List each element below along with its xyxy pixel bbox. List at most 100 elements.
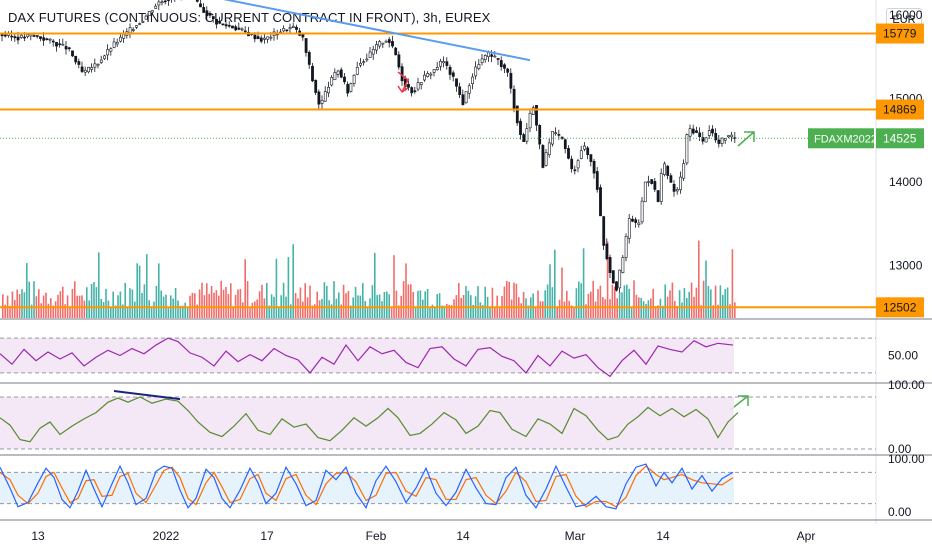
volume-bar <box>239 289 242 318</box>
candle-body <box>352 74 356 84</box>
volume-bar <box>244 259 246 318</box>
volume-bar <box>371 285 374 318</box>
level-price-tag <box>876 99 924 120</box>
candle-body <box>691 128 695 134</box>
volume-bar <box>556 307 558 318</box>
volume-bar <box>395 290 398 318</box>
volume-bar <box>378 294 381 318</box>
volume-bar <box>544 290 546 318</box>
volume-bar <box>669 290 671 318</box>
candle-body <box>80 66 84 72</box>
candle-body <box>67 47 71 50</box>
volume-bar <box>131 289 134 318</box>
volume-bar <box>484 286 486 318</box>
candle-body <box>42 37 46 41</box>
stoch-k-line <box>0 463 734 510</box>
volume-bar <box>522 291 525 318</box>
level-price-tag <box>876 297 924 318</box>
volume-bar <box>237 289 239 318</box>
volume-bar <box>642 301 645 318</box>
candle-body <box>295 26 298 30</box>
candle-body <box>48 38 52 41</box>
volume-bar <box>570 305 573 318</box>
candle-body <box>490 54 494 57</box>
volume-bar <box>422 299 424 318</box>
candle-body <box>595 171 599 190</box>
volume-bar <box>710 289 712 318</box>
candle-body <box>218 21 222 24</box>
volume-bar <box>498 307 501 318</box>
time-tick-label: 14 <box>456 529 470 543</box>
volume-bar <box>582 248 585 318</box>
candle-body <box>160 1 164 4</box>
volume-bar <box>606 241 609 318</box>
up-arrow-annotation[interactable] <box>737 131 755 147</box>
candle-body <box>355 67 359 75</box>
volume-bar <box>270 294 273 318</box>
candle-body <box>663 163 666 175</box>
volume-bar <box>494 307 496 318</box>
candle-body <box>650 179 654 184</box>
volume-bar <box>129 288 131 318</box>
candle-body <box>547 142 551 156</box>
volume-bar <box>717 304 719 318</box>
volume-bar <box>419 290 422 318</box>
candle-body <box>659 173 663 202</box>
candle-body <box>618 269 622 289</box>
candle-body <box>237 27 241 30</box>
candle-body <box>723 138 727 141</box>
candle-body <box>615 281 618 291</box>
volume-bar <box>626 284 628 318</box>
volume-bar <box>388 294 390 318</box>
volume-bar <box>659 298 662 318</box>
time-tick-label: Feb <box>366 529 387 543</box>
candle-body <box>13 36 17 39</box>
last-price-label: 14525 <box>883 131 917 145</box>
candle-body <box>525 128 529 142</box>
volume-bar <box>621 292 623 318</box>
candle-body <box>579 150 583 159</box>
volume-bar <box>405 263 407 318</box>
volume-bar <box>282 282 285 318</box>
candle-body <box>586 147 590 156</box>
candle-body <box>58 43 62 46</box>
rsi-line <box>0 337 734 378</box>
time-tick-label: Apr <box>797 529 816 543</box>
level-price-label: 12502 <box>883 300 917 314</box>
candle-body <box>557 134 561 136</box>
volume-bar <box>542 301 544 318</box>
volume-bar <box>527 305 530 318</box>
volume-bar <box>506 280 508 318</box>
volume-bar <box>554 249 556 318</box>
volume-bar <box>662 305 664 318</box>
candle-body <box>365 58 369 61</box>
candle-body <box>544 152 548 166</box>
candle-body <box>323 91 327 102</box>
candle-body <box>717 139 721 144</box>
candle-body <box>611 270 615 284</box>
trendline[interactable] <box>178 0 531 62</box>
candle-body <box>435 67 439 71</box>
candle-body <box>227 24 231 27</box>
volume-bar <box>215 290 218 318</box>
volume-bar <box>210 285 213 318</box>
volume-bar <box>102 301 105 318</box>
candle-body <box>608 257 612 273</box>
volume-bar <box>177 300 179 318</box>
candle-body <box>224 24 228 27</box>
candle-body <box>343 76 346 83</box>
candle-body <box>455 78 458 87</box>
candle-body <box>448 66 452 75</box>
divergence-line[interactable] <box>113 390 181 401</box>
candle-body <box>464 91 468 104</box>
volume-bar <box>23 292 26 318</box>
candle-body <box>266 36 270 40</box>
volume-bar <box>275 258 278 318</box>
candle-body <box>666 165 670 176</box>
candle-body <box>368 51 372 58</box>
volume-bar <box>278 306 280 318</box>
volume-bar <box>695 287 698 318</box>
down-arrow-annotation[interactable] <box>397 71 409 94</box>
volume-bar <box>18 294 21 318</box>
